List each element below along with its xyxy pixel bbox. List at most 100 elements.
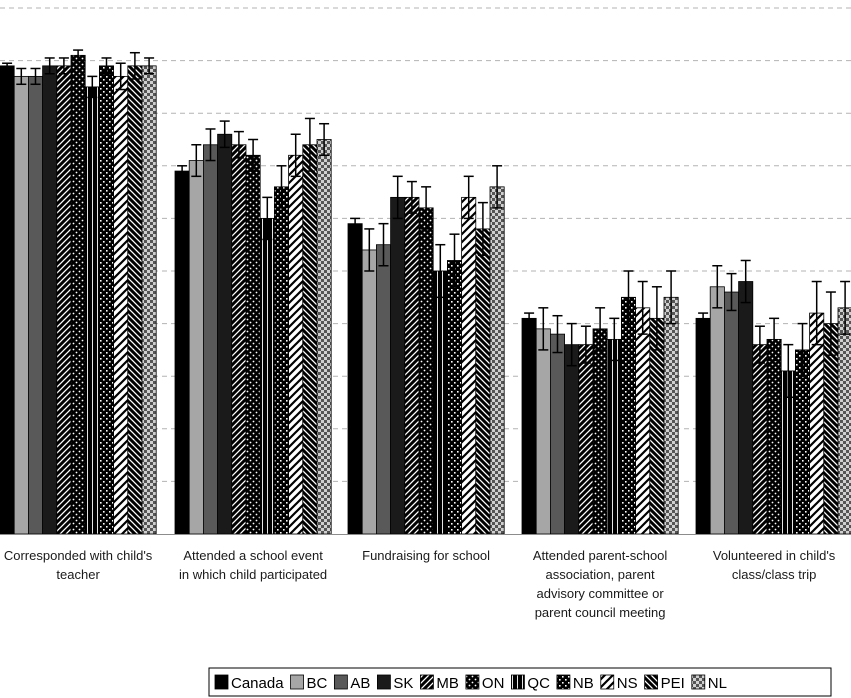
bar-on-0	[70, 54, 86, 535]
bar-mb-2	[404, 196, 420, 535]
legend-item-nb: NB	[556, 674, 594, 692]
error-bar-pei-0	[129, 51, 140, 80]
error-bar-ab-3	[552, 314, 563, 354]
bar-ns-3	[635, 307, 651, 535]
bar-ns-4	[809, 312, 825, 535]
error-bar-bc-0	[16, 67, 27, 86]
bar-sk-3	[564, 344, 580, 535]
bar-nl-4	[837, 307, 851, 535]
error-bar-sk-1	[219, 120, 230, 149]
legend-swatch-sk	[377, 674, 391, 690]
legend-swatch-qc	[511, 674, 525, 690]
error-bar-nb-4	[797, 322, 808, 377]
error-bar-ns-4	[811, 280, 822, 346]
bar-nl-3	[663, 296, 679, 535]
category-label-4: Volunteered in child's class/class trip	[713, 548, 836, 582]
error-bar-bc-1	[191, 144, 202, 178]
error-bar-ab-4	[726, 272, 737, 312]
error-bar-nl-1	[319, 122, 330, 157]
error-bar-sk-3	[566, 322, 577, 367]
error-bar-canada-0	[2, 62, 13, 70]
error-bar-nb-2	[449, 233, 460, 288]
legend-item-ns: NS	[600, 674, 638, 692]
legend-swatch-nb	[556, 674, 571, 690]
legend-label-nb: NB	[573, 675, 594, 692]
error-bar-qc-0	[87, 75, 98, 99]
error-bar-bc-4	[712, 264, 723, 309]
error-bar-nl-2	[492, 165, 503, 209]
legend-label-mb: MB	[436, 675, 459, 692]
legend-item-bc: BC	[290, 674, 328, 692]
bar-sk-4	[738, 281, 754, 535]
bar-qc-1	[259, 217, 275, 535]
error-bar-nb-3	[623, 270, 634, 325]
error-bar-qc-4	[783, 343, 794, 398]
error-bar-sk-0	[44, 57, 55, 75]
legend-label-nl: NL	[708, 675, 727, 692]
bar-canada-0	[0, 65, 15, 535]
bar-sk-1	[217, 133, 233, 535]
bar-bc-0	[13, 75, 29, 535]
bar-sk-2	[390, 196, 406, 535]
bar-qc-0	[84, 86, 100, 535]
bar-nb-3	[621, 296, 637, 535]
error-bars	[2, 49, 851, 398]
error-bar-ab-0	[30, 67, 41, 86]
bar-mb-3	[578, 344, 594, 535]
error-bar-qc-3	[609, 317, 620, 362]
legend-swatch-ns	[600, 674, 615, 690]
error-bar-nl-4	[840, 280, 851, 335]
error-bar-ns-3	[637, 280, 648, 335]
error-bar-on-3	[595, 307, 606, 351]
bar-nb-4	[795, 349, 811, 535]
error-bar-pei-1	[304, 117, 315, 172]
bar-ns-1	[288, 154, 304, 535]
bar-pei-1	[302, 144, 318, 535]
bar-on-1	[245, 154, 261, 535]
legend-item-qc: QC	[511, 674, 550, 692]
bar-on-3	[592, 328, 608, 535]
legend-swatch-nl	[691, 674, 706, 690]
error-bar-on-4	[769, 317, 780, 362]
legend-item-canada: Canada	[214, 674, 284, 692]
error-bar-canada-2	[350, 217, 361, 230]
error-bar-nb-0	[101, 57, 112, 75]
bars	[0, 54, 851, 535]
category-label-3: Attended parent-school association, paren…	[533, 548, 668, 620]
legend-item-pei: PEI	[644, 674, 685, 692]
category-label-0: Corresponded with child's teacher	[4, 548, 153, 582]
error-bar-ns-0	[115, 62, 126, 91]
error-bar-mb-4	[754, 325, 765, 364]
error-bar-bc-3	[538, 307, 549, 351]
legend-label-ns: NS	[617, 675, 638, 692]
bar-ns-0	[113, 75, 129, 535]
bar-bc-1	[188, 160, 204, 535]
error-bar-mb-2	[406, 180, 417, 214]
bar-qc-3	[606, 338, 622, 535]
bar-pei-2	[475, 228, 491, 535]
error-bar-on-2	[421, 186, 432, 230]
error-bar-bc-2	[364, 228, 375, 272]
error-bar-canada-4	[698, 312, 709, 325]
legend-label-ab: AB	[350, 675, 370, 692]
bar-nl-1	[316, 139, 332, 535]
bar-ab-4	[724, 291, 740, 535]
bar-pei-0	[127, 65, 143, 535]
legend-item-sk: SK	[377, 674, 413, 692]
bar-ab-3	[550, 333, 566, 535]
bar-ab-2	[375, 244, 391, 535]
legend-item-nl: NL	[691, 674, 727, 692]
bar-sk-0	[42, 65, 58, 535]
bar-mb-1	[231, 144, 247, 535]
error-bar-mb-1	[233, 130, 244, 159]
bar-mb-0	[56, 65, 72, 535]
error-bar-ns-2	[463, 175, 474, 220]
error-bar-canada-1	[177, 165, 188, 178]
error-bar-pei-2	[477, 201, 488, 256]
error-bar-nl-0	[144, 57, 155, 75]
error-bar-on-0	[73, 49, 84, 62]
bar-mb-4	[752, 344, 768, 535]
bar-on-4	[766, 338, 782, 535]
legend-label-pei: PEI	[661, 675, 685, 692]
error-bar-ab-1	[205, 128, 216, 162]
